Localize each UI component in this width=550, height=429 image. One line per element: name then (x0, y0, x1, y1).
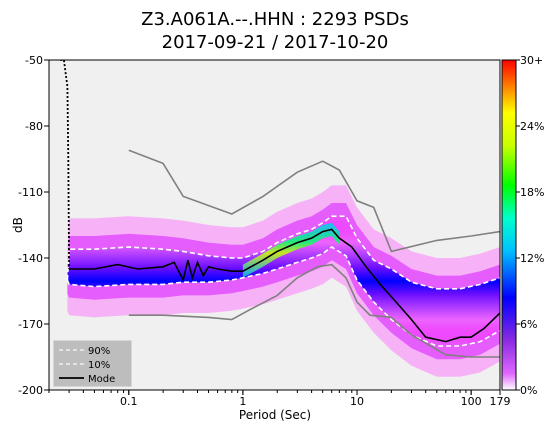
colorbar-tick-label: 0% (520, 384, 537, 397)
plot-frame (48, 59, 501, 391)
x-tick-label: 1 (239, 395, 246, 408)
x-tick-label: 0.1 (120, 395, 138, 408)
y-tick-label: -110 (18, 186, 43, 199)
series-90- (66, 215, 500, 290)
colorbar-tick-label: 12% (520, 252, 544, 265)
x-axis: 0.1 1 10 100 179 (48, 390, 511, 408)
y-tick-label: -50 (25, 54, 43, 67)
psd-density-band (67, 216, 500, 346)
y-tick-label: -200 (18, 384, 43, 397)
x-tick-label: 179 (490, 395, 511, 408)
y-tick-label: -80 (25, 120, 43, 133)
y-tick-label: -140 (18, 252, 43, 265)
legend-mode-label: Mode (88, 374, 115, 385)
colorbar-tick-label: 24% (520, 120, 544, 133)
x-tick-label: 10 (350, 395, 364, 408)
colorbar-tick-label: 6% (520, 318, 537, 331)
y-tick-label: -170 (18, 318, 43, 331)
legend-90-label: 90% (88, 346, 110, 357)
series-mode (69, 228, 500, 343)
chart-title-line1: Z3.A061A.--.HHN : 2293 PSDs (141, 9, 409, 30)
y-axis: -50 -80 -110 -140 -170 -200 (18, 54, 49, 397)
series-10- (66, 246, 500, 347)
colorbar-tick-label: 30+ (520, 54, 543, 67)
legend-10-label: 10% (88, 360, 110, 371)
colorbar-tick-label: 18% (520, 186, 544, 199)
colorbar (501, 59, 517, 391)
psd-lines-layer (60, 60, 500, 358)
x-axis-label: Period (Sec) (239, 408, 311, 422)
series-nlnm (128, 263, 500, 358)
legend: 90% 10% Mode (53, 340, 132, 387)
chart-title-line2: 2017-09-21 / 2017-10-20 (162, 32, 389, 53)
colorbar-axis: 0% 6% 12% 18% 24% 30+ (516, 54, 544, 397)
y-axis-label: dB (11, 217, 25, 233)
x-tick-label: 100 (461, 395, 482, 408)
series-nhnm (128, 149, 500, 253)
